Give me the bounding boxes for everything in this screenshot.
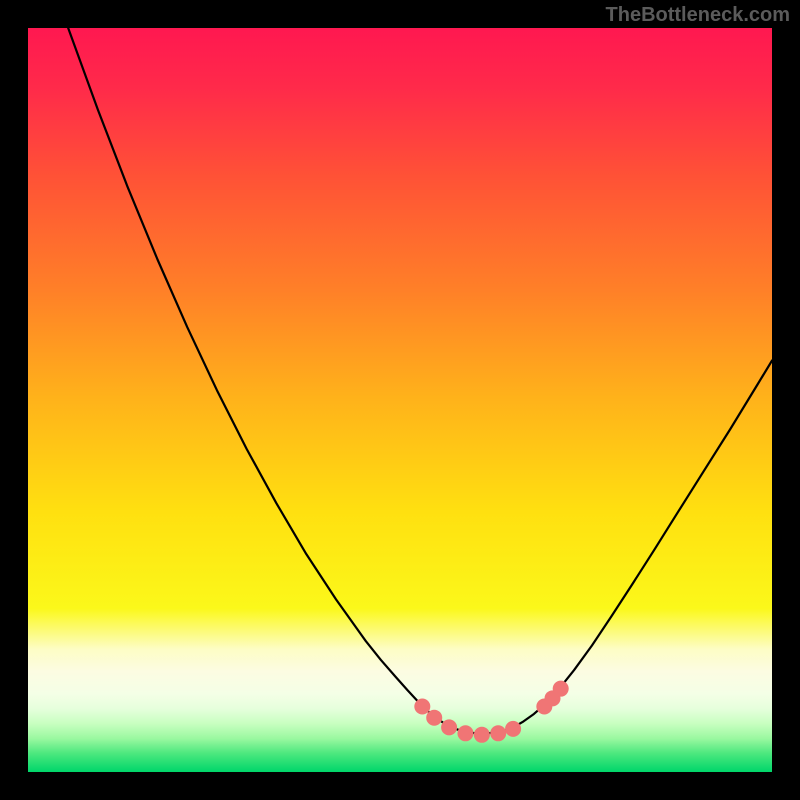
curve-marker xyxy=(474,727,490,743)
plot-background xyxy=(28,28,772,772)
curve-marker xyxy=(441,719,457,735)
chart-frame: TheBottleneck.com xyxy=(0,0,800,800)
curve-marker xyxy=(490,725,506,741)
watermark-text: TheBottleneck.com xyxy=(606,4,790,27)
curve-marker xyxy=(414,699,430,715)
curve-marker xyxy=(457,725,473,741)
curve-marker xyxy=(505,721,521,737)
bottleneck-chart xyxy=(0,0,800,800)
curve-marker xyxy=(426,710,442,726)
curve-marker xyxy=(553,681,569,697)
